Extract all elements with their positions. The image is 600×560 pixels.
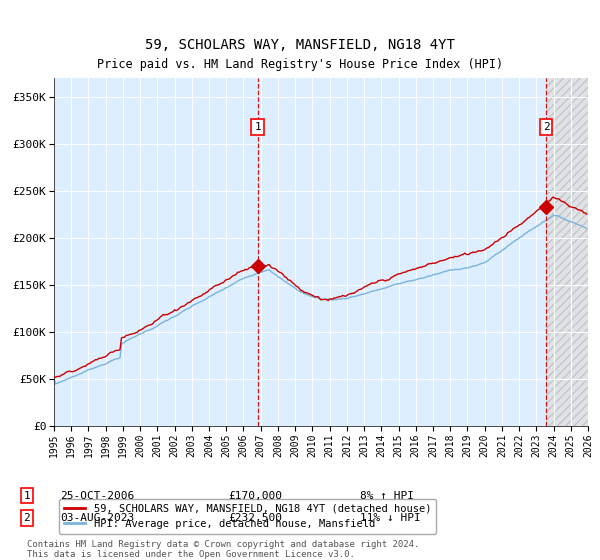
Bar	[547, 78, 588, 426]
Text: Price paid vs. HM Land Registry's House Price Index (HPI): Price paid vs. HM Land Registry's House …	[97, 58, 503, 71]
Text: 11% ↓ HPI: 11% ↓ HPI	[360, 513, 421, 523]
Text: 8% ↑ HPI: 8% ↑ HPI	[360, 491, 414, 501]
Text: 1: 1	[254, 122, 261, 132]
Text: 2: 2	[543, 122, 550, 132]
Text: 03-AUG-2023: 03-AUG-2023	[60, 513, 134, 523]
Text: £170,000: £170,000	[228, 491, 282, 501]
Text: This data is licensed under the Open Government Licence v3.0.: This data is licensed under the Open Gov…	[27, 550, 355, 559]
Text: 59, SCHOLARS WAY, MANSFIELD, NG18 4YT: 59, SCHOLARS WAY, MANSFIELD, NG18 4YT	[145, 38, 455, 52]
Text: £232,500: £232,500	[228, 513, 282, 523]
Text: 25-OCT-2006: 25-OCT-2006	[60, 491, 134, 501]
Text: Contains HM Land Registry data © Crown copyright and database right 2024.: Contains HM Land Registry data © Crown c…	[27, 540, 419, 549]
Text: 2: 2	[23, 513, 31, 523]
Legend: 59, SCHOLARS WAY, MANSFIELD, NG18 4YT (detached house), HPI: Average price, deta: 59, SCHOLARS WAY, MANSFIELD, NG18 4YT (d…	[59, 498, 436, 534]
Text: 1: 1	[23, 491, 31, 501]
